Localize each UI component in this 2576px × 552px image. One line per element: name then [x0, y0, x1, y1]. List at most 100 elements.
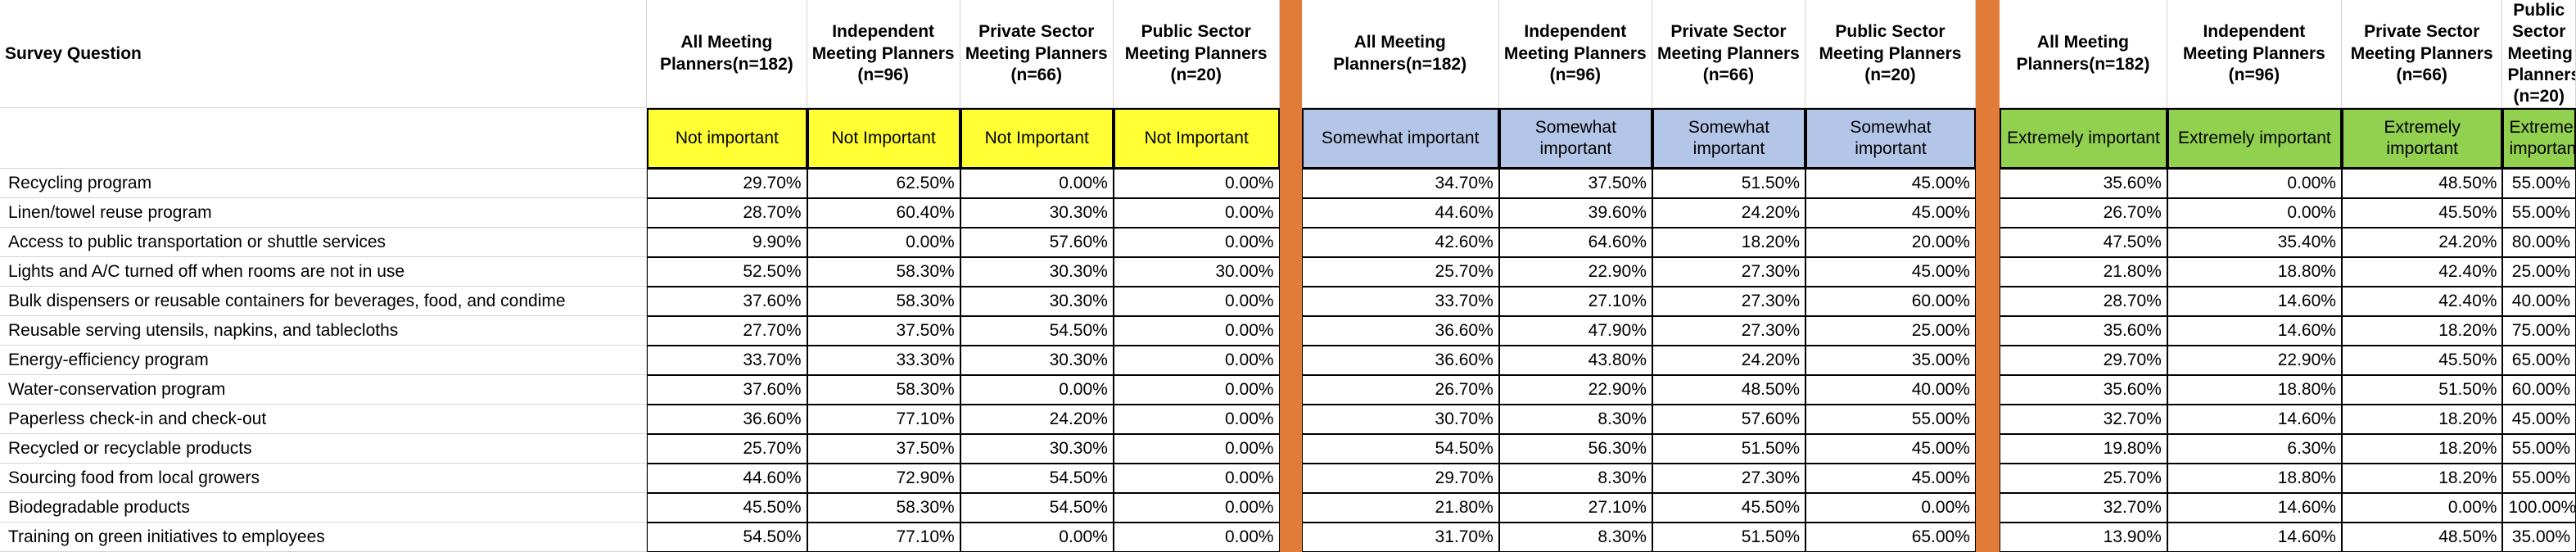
value-cell[interactable]: 0.00%: [1113, 405, 1280, 435]
value-cell[interactable]: 36.60%: [1301, 346, 1499, 376]
value-cell[interactable]: 48.50%: [2341, 523, 2503, 552]
value-cell[interactable]: 45.00%: [1805, 198, 1976, 228]
value-cell[interactable]: 37.50%: [1498, 169, 1652, 199]
value-cell[interactable]: 37.50%: [807, 434, 960, 464]
group-column-header[interactable]: Public Sector Meeting Planners (n=20): [1113, 0, 1280, 109]
value-cell[interactable]: 27.30%: [1652, 287, 1805, 317]
value-cell[interactable]: 27.30%: [1652, 316, 1805, 346]
value-cell[interactable]: 29.70%: [2000, 346, 2167, 376]
value-cell[interactable]: 45.00%: [1805, 464, 1976, 494]
value-cell[interactable]: 0.00%: [1113, 434, 1280, 464]
question-cell[interactable]: Recycled or recyclable products: [0, 434, 648, 464]
value-cell[interactable]: 14.60%: [2167, 405, 2342, 435]
value-cell[interactable]: 0.00%: [960, 169, 1114, 199]
value-cell[interactable]: 57.60%: [960, 228, 1114, 258]
value-cell[interactable]: 35.60%: [2000, 169, 2167, 199]
question-cell[interactable]: Energy-efficiency program: [0, 346, 648, 376]
value-cell[interactable]: 25.70%: [1301, 257, 1499, 287]
value-cell[interactable]: 51.50%: [1652, 434, 1805, 464]
value-cell[interactable]: 45.50%: [2341, 346, 2503, 376]
segment-label[interactable]: Not important: [647, 108, 807, 170]
question-cell[interactable]: Recycling program: [0, 169, 648, 199]
value-cell[interactable]: 45.00%: [2502, 405, 2576, 435]
question-cell[interactable]: Biodegradable products: [0, 493, 648, 523]
group-column-header[interactable]: Private Sector Meeting Planners (n=66): [1652, 0, 1805, 109]
value-cell[interactable]: 24.20%: [1652, 198, 1805, 228]
segment-label[interactable]: Somewhat important: [1301, 108, 1499, 170]
value-cell[interactable]: 0.00%: [1113, 493, 1280, 523]
segment-label[interactable]: Somewhat important: [1652, 108, 1805, 170]
value-cell[interactable]: 56.30%: [1498, 434, 1652, 464]
value-cell[interactable]: 14.60%: [2167, 316, 2342, 346]
value-cell[interactable]: 58.30%: [807, 257, 960, 287]
segment-label[interactable]: Somewhat important: [1805, 108, 1976, 170]
value-cell[interactable]: 65.00%: [2502, 346, 2576, 376]
value-cell[interactable]: 24.20%: [1652, 346, 1805, 376]
value-cell[interactable]: 18.20%: [2341, 464, 2503, 494]
group-column-header[interactable]: All Meeting Planners(n=182): [2000, 0, 2167, 109]
value-cell[interactable]: 55.00%: [1805, 405, 1976, 435]
value-cell[interactable]: 8.30%: [1498, 523, 1652, 552]
value-cell[interactable]: 60.40%: [807, 198, 960, 228]
value-cell[interactable]: 39.60%: [1498, 198, 1652, 228]
value-cell[interactable]: 0.00%: [1113, 169, 1280, 199]
value-cell[interactable]: 26.70%: [1301, 375, 1499, 405]
group-column-header[interactable]: Public Sector Meeting Planners (n=20): [2502, 0, 2576, 109]
value-cell[interactable]: 45.50%: [2341, 198, 2503, 228]
value-cell[interactable]: 100.00%: [2502, 493, 2576, 523]
value-cell[interactable]: 22.90%: [1498, 257, 1652, 287]
value-cell[interactable]: 42.40%: [2341, 287, 2503, 317]
value-cell[interactable]: 9.90%: [647, 228, 807, 258]
value-cell[interactable]: 80.00%: [2502, 228, 2576, 258]
value-cell[interactable]: 21.80%: [1301, 493, 1499, 523]
value-cell[interactable]: 27.30%: [1652, 464, 1805, 494]
value-cell[interactable]: 37.60%: [647, 287, 807, 317]
group-column-header[interactable]: All Meeting Planners(n=182): [1301, 0, 1499, 109]
value-cell[interactable]: 60.00%: [2502, 375, 2576, 405]
value-cell[interactable]: 32.70%: [2000, 405, 2167, 435]
value-cell[interactable]: 45.00%: [1805, 434, 1976, 464]
value-cell[interactable]: 0.00%: [1113, 316, 1280, 346]
value-cell[interactable]: 30.30%: [960, 257, 1114, 287]
value-cell[interactable]: 55.00%: [2502, 464, 2576, 494]
value-cell[interactable]: 13.90%: [2000, 523, 2167, 552]
value-cell[interactable]: 18.80%: [2167, 375, 2342, 405]
value-cell[interactable]: 22.90%: [2167, 346, 2342, 376]
value-cell[interactable]: 54.50%: [960, 493, 1114, 523]
value-cell[interactable]: 47.90%: [1498, 316, 1652, 346]
value-cell[interactable]: 18.20%: [2341, 434, 2503, 464]
value-cell[interactable]: 75.00%: [2502, 316, 2576, 346]
value-cell[interactable]: 18.20%: [2341, 405, 2503, 435]
value-cell[interactable]: 58.30%: [807, 375, 960, 405]
question-column-header[interactable]: Survey Question: [0, 0, 648, 109]
value-cell[interactable]: 77.10%: [807, 523, 960, 552]
value-cell[interactable]: 64.60%: [1498, 228, 1652, 258]
value-cell[interactable]: 40.00%: [1805, 375, 1976, 405]
value-cell[interactable]: 0.00%: [1113, 228, 1280, 258]
value-cell[interactable]: 72.90%: [807, 464, 960, 494]
value-cell[interactable]: 0.00%: [960, 375, 1114, 405]
value-cell[interactable]: 55.00%: [2502, 198, 2576, 228]
value-cell[interactable]: 33.30%: [807, 346, 960, 376]
value-cell[interactable]: 35.60%: [2000, 375, 2167, 405]
value-cell[interactable]: 35.60%: [2000, 316, 2167, 346]
value-cell[interactable]: 54.50%: [960, 464, 1114, 494]
value-cell[interactable]: 0.00%: [1113, 464, 1280, 494]
value-cell[interactable]: 24.20%: [2341, 228, 2503, 258]
value-cell[interactable]: 58.30%: [807, 493, 960, 523]
question-cell[interactable]: Access to public transportation or shutt…: [0, 228, 648, 258]
value-cell[interactable]: 18.20%: [2341, 316, 2503, 346]
question-cell[interactable]: Paperless check-in and check-out: [0, 405, 648, 435]
value-cell[interactable]: 29.70%: [1301, 464, 1499, 494]
question-cell[interactable]: Training on green initiatives to employe…: [0, 523, 648, 552]
value-cell[interactable]: 30.70%: [1301, 405, 1499, 435]
value-cell[interactable]: 62.50%: [807, 169, 960, 199]
value-cell[interactable]: 54.50%: [1301, 434, 1499, 464]
group-column-header[interactable]: Independent Meeting Planners (n=96): [1498, 0, 1652, 109]
value-cell[interactable]: 51.50%: [2341, 375, 2503, 405]
value-cell[interactable]: 30.30%: [960, 434, 1114, 464]
value-cell[interactable]: 25.00%: [2502, 257, 2576, 287]
segment-label[interactable]: Not Important: [1113, 108, 1280, 170]
value-cell[interactable]: 30.00%: [1113, 257, 1280, 287]
value-cell[interactable]: 42.60%: [1301, 228, 1499, 258]
